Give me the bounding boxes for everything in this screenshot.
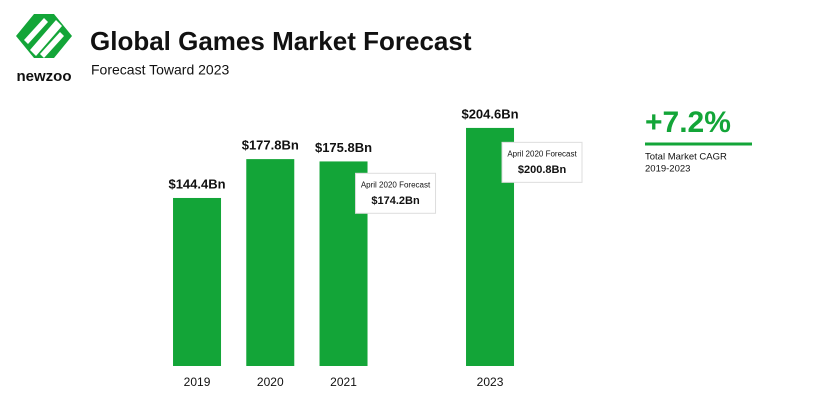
- value-label: $177.8Bn: [242, 138, 299, 153]
- value-label: $175.8Bn: [315, 140, 372, 155]
- cagr-label: Total Market CAGR: [645, 152, 727, 163]
- x-tick-label: 2019: [184, 375, 211, 389]
- forecast-box: [501, 141, 583, 183]
- value-label: $204.6Bn: [461, 106, 518, 121]
- x-tick-label: 2021: [330, 375, 357, 389]
- forecast-label: April 2020 Forecast: [507, 149, 577, 158]
- brand: newzoo: [17, 68, 72, 85]
- logo: [16, 14, 72, 58]
- bar: [246, 159, 295, 366]
- forecast-value: $200.8Bn: [518, 164, 567, 176]
- chart-title: Global Games Market Forecast: [90, 26, 472, 56]
- bar: [173, 197, 222, 366]
- cagr-period: 2019-2023: [645, 164, 690, 175]
- value-label: $144.4Bn: [168, 176, 225, 191]
- forecast-label: April 2020 Forecast: [361, 180, 431, 189]
- forecast-box: [355, 172, 437, 214]
- chart-subtitle: Forecast Toward 2023: [91, 62, 229, 78]
- x-tick-label: 2023: [477, 375, 504, 389]
- cagr-value: +7.2%: [645, 106, 731, 139]
- x-tick-label: 2020: [257, 375, 284, 389]
- forecast-value: $174.2Bn: [371, 195, 420, 207]
